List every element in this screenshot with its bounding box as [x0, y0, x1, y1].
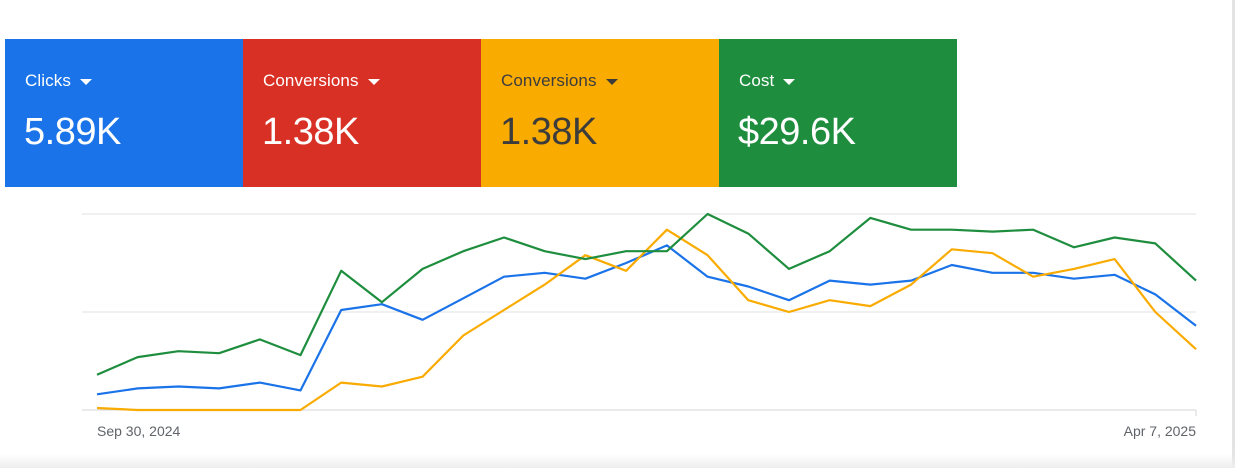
- window-right-edge: [1232, 0, 1235, 468]
- caret-down-icon[interactable]: [605, 78, 618, 85]
- x-axis-end-label: Apr 7, 2025: [1124, 423, 1197, 439]
- chart-series: [96, 212, 1197, 412]
- bottom-fade: [0, 454, 1235, 468]
- metric-value: 1.38K: [262, 111, 359, 153]
- metric-title: Conversions: [501, 71, 597, 90]
- metric-card-header[interactable]: Conversions: [263, 71, 380, 91]
- metric-value: 1.38K: [500, 111, 597, 153]
- metric-card-header[interactable]: Clicks: [25, 71, 92, 91]
- metric-value: 5.89K: [24, 111, 121, 153]
- x-axis-start-label: Sep 30, 2024: [97, 423, 181, 439]
- metric-card-conversions[interactable]: Conversions 1.38K: [243, 39, 481, 187]
- performance-line-chart: Sep 30, 2024 Apr 7, 2025: [82, 212, 1197, 439]
- caret-down-icon[interactable]: [783, 78, 796, 85]
- metric-title: Conversions: [263, 71, 359, 90]
- metric-card-cost[interactable]: Cost $29.6K: [719, 39, 957, 187]
- series-line-clicks[interactable]: [96, 244, 1197, 396]
- chart-gridlines: [82, 213, 1197, 416]
- metric-card-conversions-secondary[interactable]: Conversions 1.38K: [481, 39, 719, 187]
- metric-card-header[interactable]: Cost: [739, 71, 796, 91]
- metric-value: $29.6K: [738, 111, 856, 153]
- series-line-cost[interactable]: [96, 212, 1197, 376]
- metric-card-header[interactable]: Conversions: [501, 71, 618, 91]
- metric-title: Cost: [739, 71, 775, 90]
- metric-card-clicks[interactable]: Clicks 5.89K: [5, 39, 243, 187]
- metric-cards: Clicks 5.89K Conversions 1.38K Conversio…: [5, 39, 957, 187]
- metric-title: Clicks: [25, 71, 71, 90]
- caret-down-icon[interactable]: [79, 78, 92, 85]
- caret-down-icon[interactable]: [367, 78, 380, 85]
